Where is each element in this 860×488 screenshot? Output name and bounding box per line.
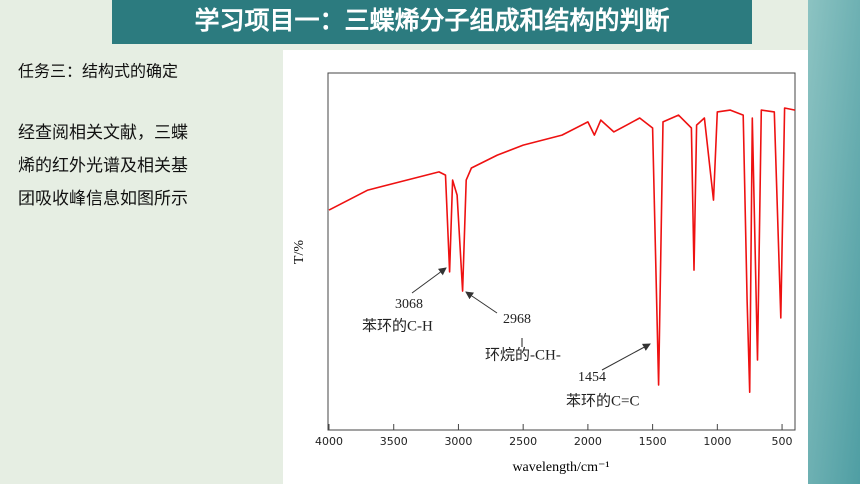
paragraph-line: 经查阅相关文献，三蝶: [18, 123, 188, 143]
x-tick-label: 2500: [509, 435, 537, 448]
title-bar: [112, 0, 752, 44]
chart-panel: [283, 50, 808, 484]
arrow: [411, 267, 447, 294]
slide-title: 学习项目一：三蝶烯分子组成和结构的判断: [194, 6, 669, 35]
x-tick-label: 3000: [444, 435, 472, 448]
spectrum-line: [328, 107, 796, 393]
arrow: [601, 343, 651, 371]
x-tick-label: 3500: [380, 435, 408, 448]
annotation: 环烷的-CH-: [485, 346, 561, 363]
plot-frame: [327, 72, 796, 431]
paragraph-line: 团吸收峰信息如图所示: [18, 189, 188, 209]
x-tick-label: 2000: [574, 435, 602, 448]
arrow: [465, 291, 498, 314]
annotation: 苯环的C=C: [566, 392, 639, 409]
side-ribbon: [808, 0, 860, 484]
x-tick-label: 500: [772, 435, 793, 448]
annotation: 苯环的C-H: [362, 317, 433, 334]
task-heading: 任务三：结构式的确定: [18, 62, 178, 81]
x-tick-label: 1500: [639, 435, 667, 448]
x-axis-label: wavelength/cm⁻¹: [512, 460, 609, 475]
y-axis-label: T/%: [292, 240, 307, 264]
x-tick-label: 4000: [315, 435, 343, 448]
annotation: 1454: [578, 370, 606, 385]
annotation: 2968: [503, 312, 531, 327]
x-tick-label: 1000: [703, 435, 731, 448]
annotation: 3068: [395, 297, 423, 312]
paragraph-line: 烯的红外光谱及相关基: [18, 156, 188, 176]
